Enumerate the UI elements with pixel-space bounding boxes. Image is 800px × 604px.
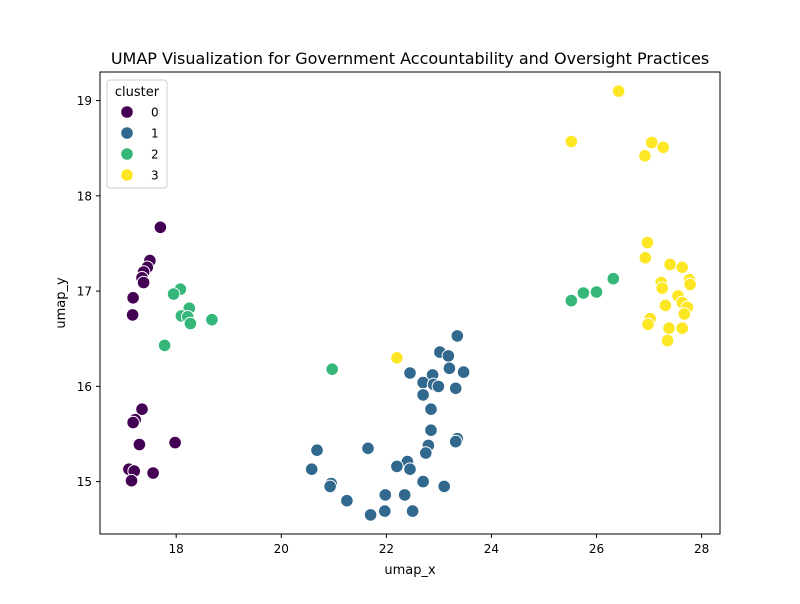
x-tick-label: 20 (274, 542, 289, 556)
point-cluster-1 (304, 462, 319, 477)
legend-label-0: 0 (151, 106, 159, 120)
point-cluster-0 (124, 473, 139, 488)
point-cluster-2 (589, 285, 604, 299)
point-cluster-3 (644, 135, 659, 150)
point-cluster-1 (448, 434, 463, 449)
point-cluster-1 (441, 349, 456, 363)
point-cluster-3 (638, 149, 652, 163)
x-tick-label: 18 (169, 542, 184, 556)
point-cluster-3 (660, 333, 675, 348)
point-cluster-2 (157, 338, 172, 353)
point-cluster-1 (419, 446, 433, 460)
point-cluster-3 (677, 307, 692, 321)
point-cluster-2 (564, 293, 579, 308)
point-cluster-3 (675, 321, 690, 336)
point-cluster-3 (641, 317, 655, 332)
point-cluster-3 (655, 281, 670, 296)
point-cluster-3 (640, 235, 655, 250)
legend-marker-3 (120, 168, 134, 182)
point-cluster-1 (424, 423, 438, 438)
point-cluster-1 (397, 488, 412, 502)
point-cluster-1 (323, 479, 337, 494)
point-cluster-1 (390, 459, 404, 474)
y-tick-label: 18 (77, 189, 92, 203)
legend-title: cluster (115, 85, 160, 100)
point-cluster-0 (126, 291, 140, 305)
legend-box (106, 79, 168, 189)
point-cluster-3 (683, 277, 697, 292)
point-cluster-1 (448, 381, 463, 396)
point-cluster-1 (450, 329, 465, 343)
point-cluster-3 (658, 298, 673, 313)
points-layer (122, 84, 697, 522)
point-cluster-3 (662, 321, 676, 336)
point-cluster-3 (663, 257, 677, 272)
point-cluster-0 (132, 437, 147, 452)
point-cluster-2 (205, 312, 219, 327)
point-cluster-1 (310, 443, 324, 458)
chart-title: UMAP Visualization for Government Accoun… (111, 49, 709, 68)
legend-marker-1 (120, 126, 134, 140)
point-cluster-3 (656, 140, 671, 155)
point-cluster-1 (340, 493, 354, 508)
y-axis: 15 16 17 18 19 (77, 94, 100, 489)
point-cluster-1 (431, 379, 446, 394)
point-cluster-0 (135, 402, 149, 417)
point-cluster-2 (325, 362, 340, 377)
legend-label-3: 3 (151, 169, 159, 183)
point-cluster-1 (405, 504, 420, 518)
point-cluster-1 (363, 508, 378, 522)
y-tick-label: 15 (77, 475, 92, 489)
point-cluster-1 (361, 441, 375, 456)
legend-marker-2 (120, 147, 134, 161)
point-cluster-1 (416, 474, 430, 489)
y-tick-label: 16 (77, 380, 92, 394)
point-cluster-3 (675, 260, 690, 275)
point-cluster-0 (146, 466, 160, 480)
point-cluster-2 (183, 316, 198, 331)
point-cluster-2 (576, 286, 591, 300)
point-cluster-1 (378, 488, 393, 502)
legend: cluster 0 1 2 3 (106, 79, 168, 189)
legend-items: 0 1 2 3 (120, 105, 159, 183)
point-cluster-0 (153, 220, 168, 235)
point-cluster-1 (456, 365, 471, 379)
x-tick-label: 26 (589, 542, 604, 556)
point-cluster-0 (125, 308, 140, 322)
x-axis-label: umap_x (384, 563, 436, 578)
x-tick-label: 28 (694, 542, 709, 556)
point-cluster-1 (437, 479, 452, 494)
point-cluster-3 (611, 84, 626, 98)
x-axis: 18 20 22 24 26 28 (169, 534, 709, 556)
plot-frame (99, 71, 721, 535)
point-cluster-3 (390, 351, 404, 365)
point-cluster-3 (564, 134, 579, 149)
x-tick-label: 22 (379, 542, 394, 556)
y-tick-label: 17 (77, 285, 92, 299)
legend-marker-0 (120, 105, 134, 119)
legend-label-2: 2 (151, 148, 159, 162)
point-cluster-1 (424, 402, 438, 417)
point-cluster-2 (166, 287, 181, 301)
point-cluster-1 (416, 388, 430, 402)
y-tick-label: 19 (77, 94, 92, 108)
point-cluster-2 (606, 271, 621, 286)
point-cluster-1 (442, 361, 457, 376)
legend-label-1: 1 (151, 127, 159, 141)
point-cluster-0 (168, 435, 182, 450)
point-cluster-0 (136, 275, 151, 290)
point-cluster-1 (403, 462, 417, 477)
y-axis-label: umap_y (54, 277, 69, 329)
x-tick-label: 24 (484, 542, 499, 556)
point-cluster-1 (378, 504, 392, 518)
point-cluster-0 (126, 415, 140, 430)
point-cluster-3 (638, 250, 653, 265)
point-cluster-1 (403, 366, 417, 380)
